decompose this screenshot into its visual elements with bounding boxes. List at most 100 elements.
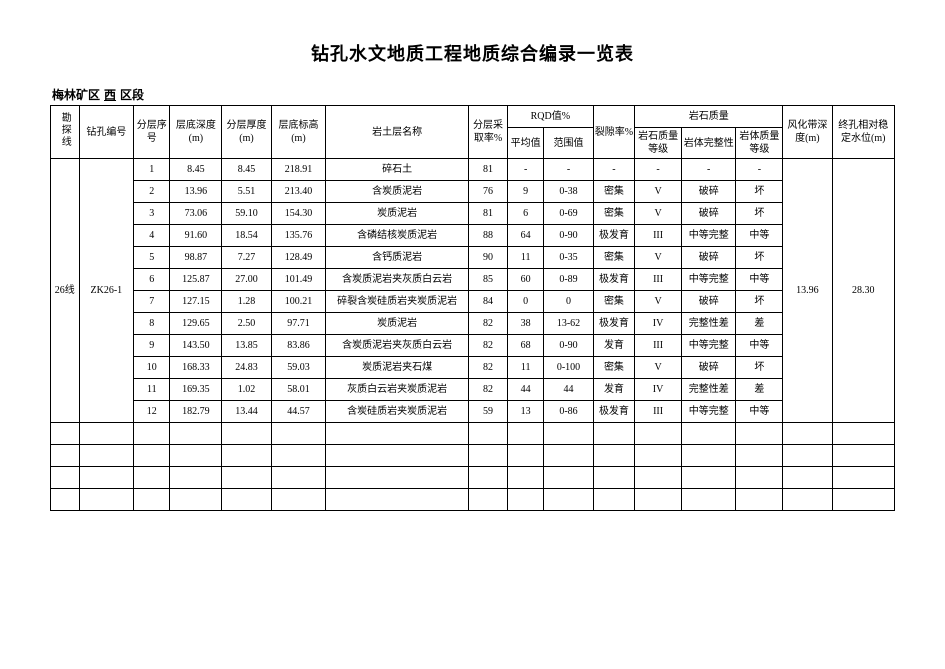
cell-integ: 中等完整	[681, 335, 736, 357]
cell-empty	[635, 423, 682, 445]
cell-empty	[222, 445, 271, 467]
cell-empty	[134, 467, 170, 489]
th-rockquality-group: 岩石质量	[635, 106, 783, 128]
cell-thick: 8.45	[222, 159, 271, 181]
table-body: 26线ZK26-118.458.45218.91碎石土81------13.96…	[51, 159, 895, 511]
th-crack: 裂隙率%	[593, 106, 635, 159]
cell-empty	[170, 423, 222, 445]
cell-depth: 13.96	[170, 181, 222, 203]
cell-rq: V	[635, 181, 682, 203]
cell-empty	[544, 489, 593, 511]
cell-empty	[635, 445, 682, 467]
cell-elev: 97.71	[271, 313, 326, 335]
th-layer: 分层序号	[134, 106, 170, 159]
cell-depth: 169.35	[170, 379, 222, 401]
cell-elev: 83.86	[271, 335, 326, 357]
cell-seq: 4	[134, 225, 170, 247]
cell-empty	[79, 423, 134, 445]
subtitle-mid: 西	[100, 88, 120, 102]
cell-crack: 发育	[593, 379, 635, 401]
cell-empty	[593, 445, 635, 467]
cell-seq: 11	[134, 379, 170, 401]
cell-name: 含炭质泥岩夹灰质白云岩	[326, 335, 469, 357]
cell-seq: 3	[134, 203, 170, 225]
cell-empty	[544, 467, 593, 489]
cell-rqd-range: -	[544, 159, 593, 181]
table-row: 7127.151.28100.21碎裂含炭硅质岩夹炭质泥岩8400密集V破碎坏	[51, 291, 895, 313]
cell-rqd-range: 0-69	[544, 203, 593, 225]
cell-depth: 129.65	[170, 313, 222, 335]
cell-rqd-range: 0-35	[544, 247, 593, 269]
cell-name: 含炭硅质岩夹炭质泥岩	[326, 401, 469, 423]
cell-name: 含钙质泥岩	[326, 247, 469, 269]
th-thick: 分层厚度(m)	[222, 106, 271, 159]
cell-empty	[736, 423, 783, 445]
cell-rqd-avg: 13	[507, 401, 543, 423]
cell-name: 炭质泥岩	[326, 313, 469, 335]
cell-depth: 98.87	[170, 247, 222, 269]
cell-integ: -	[681, 159, 736, 181]
cell-rq: IV	[635, 313, 682, 335]
th-rqd-avg: 平均值	[507, 128, 543, 159]
cell-empty	[469, 467, 508, 489]
cell-empty	[507, 445, 543, 467]
cell-crack: 密集	[593, 291, 635, 313]
cell-bq: 差	[736, 379, 783, 401]
cell-empty	[271, 467, 326, 489]
cell-empty	[736, 489, 783, 511]
cell-rqd-range: 0	[544, 291, 593, 313]
th-name: 岩土层名称	[326, 106, 469, 159]
cell-elev: 58.01	[271, 379, 326, 401]
cell-empty	[170, 489, 222, 511]
table-row: 9143.5013.8583.86含炭质泥岩夹灰质白云岩82680-90发育II…	[51, 335, 895, 357]
cell-rate: 76	[469, 181, 508, 203]
cell-crack: -	[593, 159, 635, 181]
cell-empty	[326, 489, 469, 511]
cell-bq: -	[736, 159, 783, 181]
cell-seq: 5	[134, 247, 170, 269]
cell-bq: 差	[736, 313, 783, 335]
table-row: 26线ZK26-118.458.45218.91碎石土81------13.96…	[51, 159, 895, 181]
cell-rq: V	[635, 247, 682, 269]
cell-empty	[593, 489, 635, 511]
cell-empty	[51, 489, 80, 511]
cell-empty	[783, 489, 832, 511]
cell-rqd-range: 0-90	[544, 335, 593, 357]
cell-empty	[783, 445, 832, 467]
cell-rate: 88	[469, 225, 508, 247]
cell-rqd-range: 0-100	[544, 357, 593, 379]
cell-empty	[326, 467, 469, 489]
cell-integ: 完整性差	[681, 379, 736, 401]
table-row: 491.6018.54135.76含磷结核炭质泥岩88640-90极发育III中…	[51, 225, 895, 247]
cell-rq: III	[635, 401, 682, 423]
cell-depth: 143.50	[170, 335, 222, 357]
cell-rq: IV	[635, 379, 682, 401]
table-header: 勘探线 钻孔编号 分层序号 层底深度(m) 分层厚度(m) 层底标高(m) 岩土…	[51, 106, 895, 159]
cell-empty	[170, 467, 222, 489]
cell-depth: 168.33	[170, 357, 222, 379]
table-row: 373.0659.10154.30炭质泥岩8160-69密集V破碎坏	[51, 203, 895, 225]
cell-rate: 85	[469, 269, 508, 291]
th-rqd-range: 范围值	[544, 128, 593, 159]
cell-seq: 1	[134, 159, 170, 181]
cell-name: 含磷结核炭质泥岩	[326, 225, 469, 247]
th-line: 勘探线	[51, 106, 80, 159]
page-title: 钻孔水文地质工程地质综合编录一览表	[50, 40, 895, 66]
cell-rate: 82	[469, 313, 508, 335]
cell-elev: 213.40	[271, 181, 326, 203]
cell-bq: 坏	[736, 357, 783, 379]
cell-empty	[271, 445, 326, 467]
cell-crack: 密集	[593, 357, 635, 379]
cell-empty	[593, 467, 635, 489]
cell-name: 碎石土	[326, 159, 469, 181]
table-row: 12182.7913.4444.57含炭硅质岩夹炭质泥岩59130-86极发育I…	[51, 401, 895, 423]
cell-empty	[222, 423, 271, 445]
subtitle: 梅林矿区西区段	[50, 86, 895, 103]
cell-rate: 82	[469, 357, 508, 379]
cell-empty	[507, 467, 543, 489]
cell-empty	[736, 445, 783, 467]
cell-empty	[222, 467, 271, 489]
cell-elev: 100.21	[271, 291, 326, 313]
cell-rqd-avg: 9	[507, 181, 543, 203]
cell-empty	[681, 423, 736, 445]
